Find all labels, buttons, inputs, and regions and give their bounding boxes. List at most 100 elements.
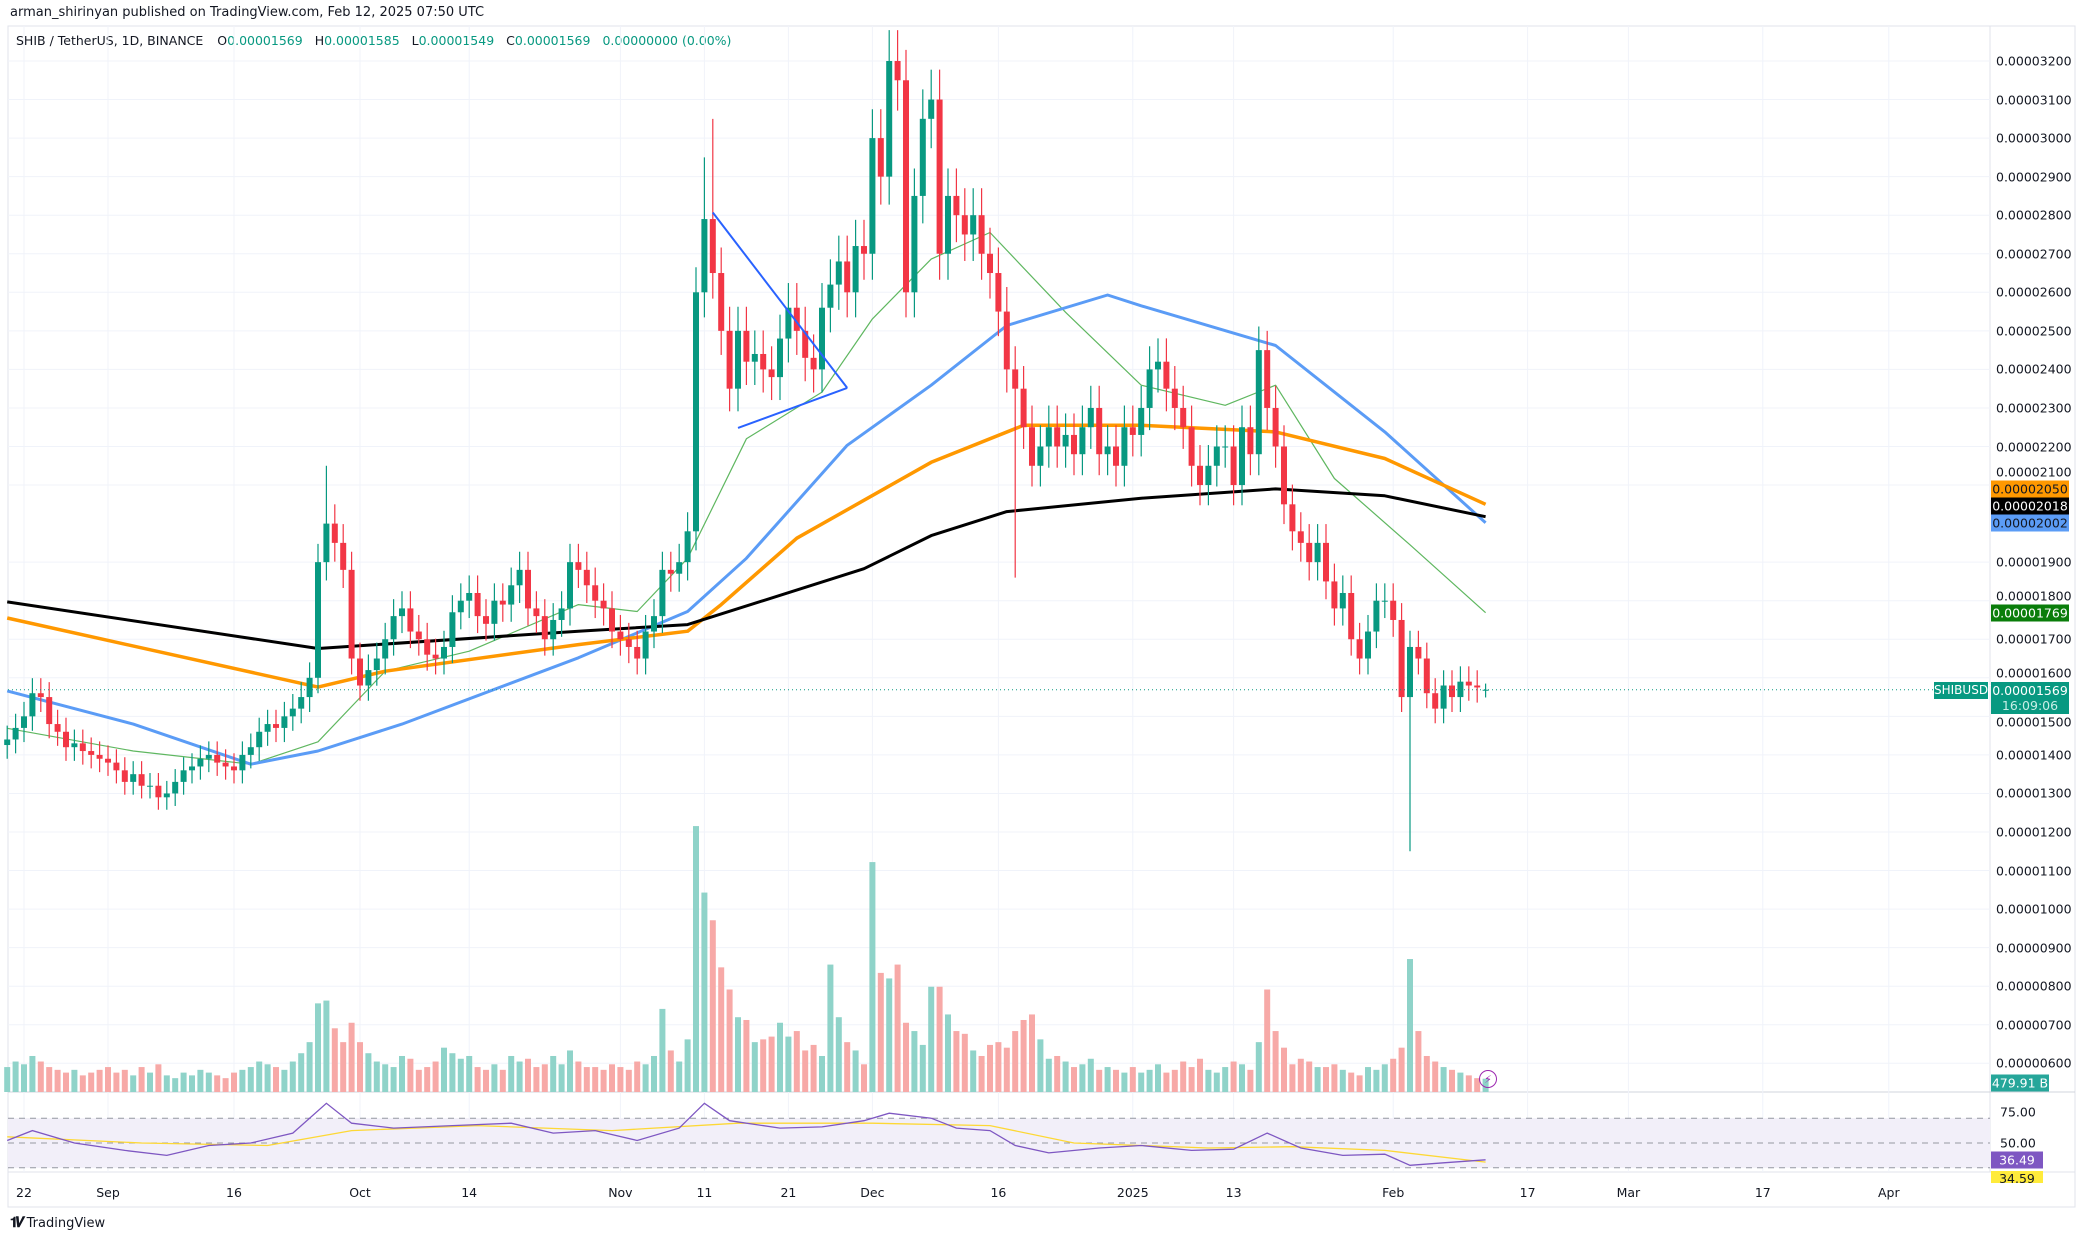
candle bbox=[903, 80, 909, 293]
volume-bar bbox=[1373, 1069, 1380, 1092]
candle bbox=[63, 731, 69, 748]
volume-bar bbox=[516, 1061, 523, 1092]
candle bbox=[256, 731, 263, 748]
candle bbox=[642, 631, 649, 659]
candle bbox=[1180, 407, 1187, 428]
volume-bar bbox=[79, 1075, 86, 1092]
volume-bar bbox=[121, 1069, 128, 1092]
volume-bar bbox=[961, 1033, 968, 1092]
time-tick-label: Feb bbox=[1382, 1185, 1405, 1200]
candle bbox=[1381, 600, 1388, 602]
volume-bar bbox=[617, 1067, 624, 1092]
candle bbox=[592, 585, 599, 601]
volume-bar bbox=[508, 1055, 515, 1092]
price-tick-label: 0.00003100 bbox=[1996, 92, 2072, 108]
candle bbox=[147, 785, 153, 787]
volume-bar bbox=[634, 1061, 641, 1092]
volume-bar bbox=[323, 1000, 330, 1092]
time-tick-label: 22 bbox=[16, 1185, 32, 1200]
brand-name: TradingView bbox=[26, 1215, 106, 1231]
candle bbox=[197, 758, 204, 767]
rsi-tick-label: 50.00 bbox=[2000, 1135, 2036, 1151]
volume-bar bbox=[1230, 1061, 1237, 1092]
candle bbox=[390, 616, 397, 640]
volume-bar bbox=[407, 1058, 414, 1092]
volume-bar bbox=[432, 1061, 439, 1092]
volume-bar bbox=[373, 1061, 380, 1092]
candle bbox=[474, 592, 481, 617]
volume-bar bbox=[928, 986, 935, 1092]
candle bbox=[802, 330, 809, 358]
volume-bar bbox=[1440, 1067, 1447, 1092]
change-value: 0.00000000 (0.00%) bbox=[602, 33, 732, 48]
ohlc-legend: SHIB / TetherUS, 1D, BINANCE O0.00001569… bbox=[16, 33, 739, 48]
price-tick-label: 0.00002600 bbox=[1996, 284, 2072, 300]
price-tick-label: 0.00000700 bbox=[1996, 1017, 2072, 1033]
price-tick-label: 0.00001200 bbox=[1996, 824, 2072, 840]
volume-bar bbox=[760, 1039, 767, 1092]
volume-bar bbox=[987, 1044, 993, 1092]
volume-bar bbox=[709, 920, 716, 1092]
price-tick-label: 0.00002900 bbox=[1996, 169, 2072, 185]
candle bbox=[1432, 693, 1439, 709]
volume-bar bbox=[844, 1042, 851, 1092]
volume-bar bbox=[1062, 1061, 1069, 1092]
candle bbox=[71, 743, 78, 748]
lightning-icon[interactable]: ⚡ bbox=[1479, 1070, 1497, 1088]
publish-info: arman_shirinyan published on TradingView… bbox=[10, 5, 485, 20]
volume-bar bbox=[231, 1072, 237, 1092]
candle bbox=[1407, 646, 1413, 698]
candle bbox=[357, 658, 363, 686]
price-tick-label: 0.00002400 bbox=[1996, 361, 2072, 377]
volume-bar bbox=[1398, 1047, 1405, 1092]
candle bbox=[1020, 388, 1027, 428]
candle bbox=[247, 747, 254, 755]
candle bbox=[399, 608, 405, 617]
volume-bar bbox=[953, 1031, 960, 1092]
volume-bar bbox=[449, 1053, 456, 1092]
volume-bar bbox=[163, 1075, 170, 1092]
candle bbox=[1247, 427, 1254, 455]
candle bbox=[264, 724, 271, 732]
candle bbox=[877, 138, 884, 177]
volume-bar bbox=[357, 1042, 363, 1092]
candle bbox=[861, 246, 867, 254]
volume-bar bbox=[1457, 1072, 1464, 1092]
current-price-tag: 0.00001569 16:09:06 bbox=[1991, 681, 2069, 714]
volume-bar bbox=[29, 1055, 36, 1092]
candle bbox=[1230, 446, 1237, 486]
volume-bar bbox=[1423, 1055, 1430, 1092]
tradingview-logo[interactable]: 𝟏𝑽 TradingView bbox=[10, 1215, 105, 1231]
candle bbox=[651, 616, 657, 632]
volume-bar bbox=[21, 1064, 27, 1092]
candle bbox=[961, 215, 968, 235]
candle bbox=[516, 569, 523, 586]
symbol-title[interactable]: SHIB / TetherUS, 1D, BINANCE bbox=[16, 33, 204, 48]
candle bbox=[676, 562, 683, 574]
price-tick-label: 0.00001300 bbox=[1996, 785, 2072, 801]
candle bbox=[1104, 446, 1111, 455]
candle bbox=[96, 754, 103, 759]
candle bbox=[978, 215, 985, 254]
volume-bar bbox=[1390, 1058, 1397, 1092]
candle bbox=[701, 219, 708, 293]
candle bbox=[1339, 592, 1346, 609]
candle bbox=[625, 639, 632, 647]
volume-bar bbox=[802, 1050, 809, 1092]
symbol-tag: SHIBUSDT bbox=[1934, 681, 1996, 699]
ma-price-tag: 0.00002018 bbox=[1991, 497, 2069, 515]
candle bbox=[609, 608, 615, 632]
candle bbox=[441, 646, 447, 659]
current-price: 0.00001569 bbox=[1992, 682, 2068, 698]
volume-bar bbox=[600, 1069, 607, 1092]
volume-bar bbox=[785, 1036, 792, 1092]
volume-bar bbox=[1289, 1064, 1296, 1092]
volume-bar bbox=[625, 1069, 632, 1092]
candle bbox=[1037, 446, 1044, 466]
volume-bar bbox=[1071, 1067, 1077, 1092]
volume-bar bbox=[1205, 1069, 1212, 1092]
bar-countdown: 16:09:06 bbox=[2001, 697, 2059, 713]
volume-bar bbox=[651, 1055, 657, 1092]
candle bbox=[1314, 542, 1321, 563]
